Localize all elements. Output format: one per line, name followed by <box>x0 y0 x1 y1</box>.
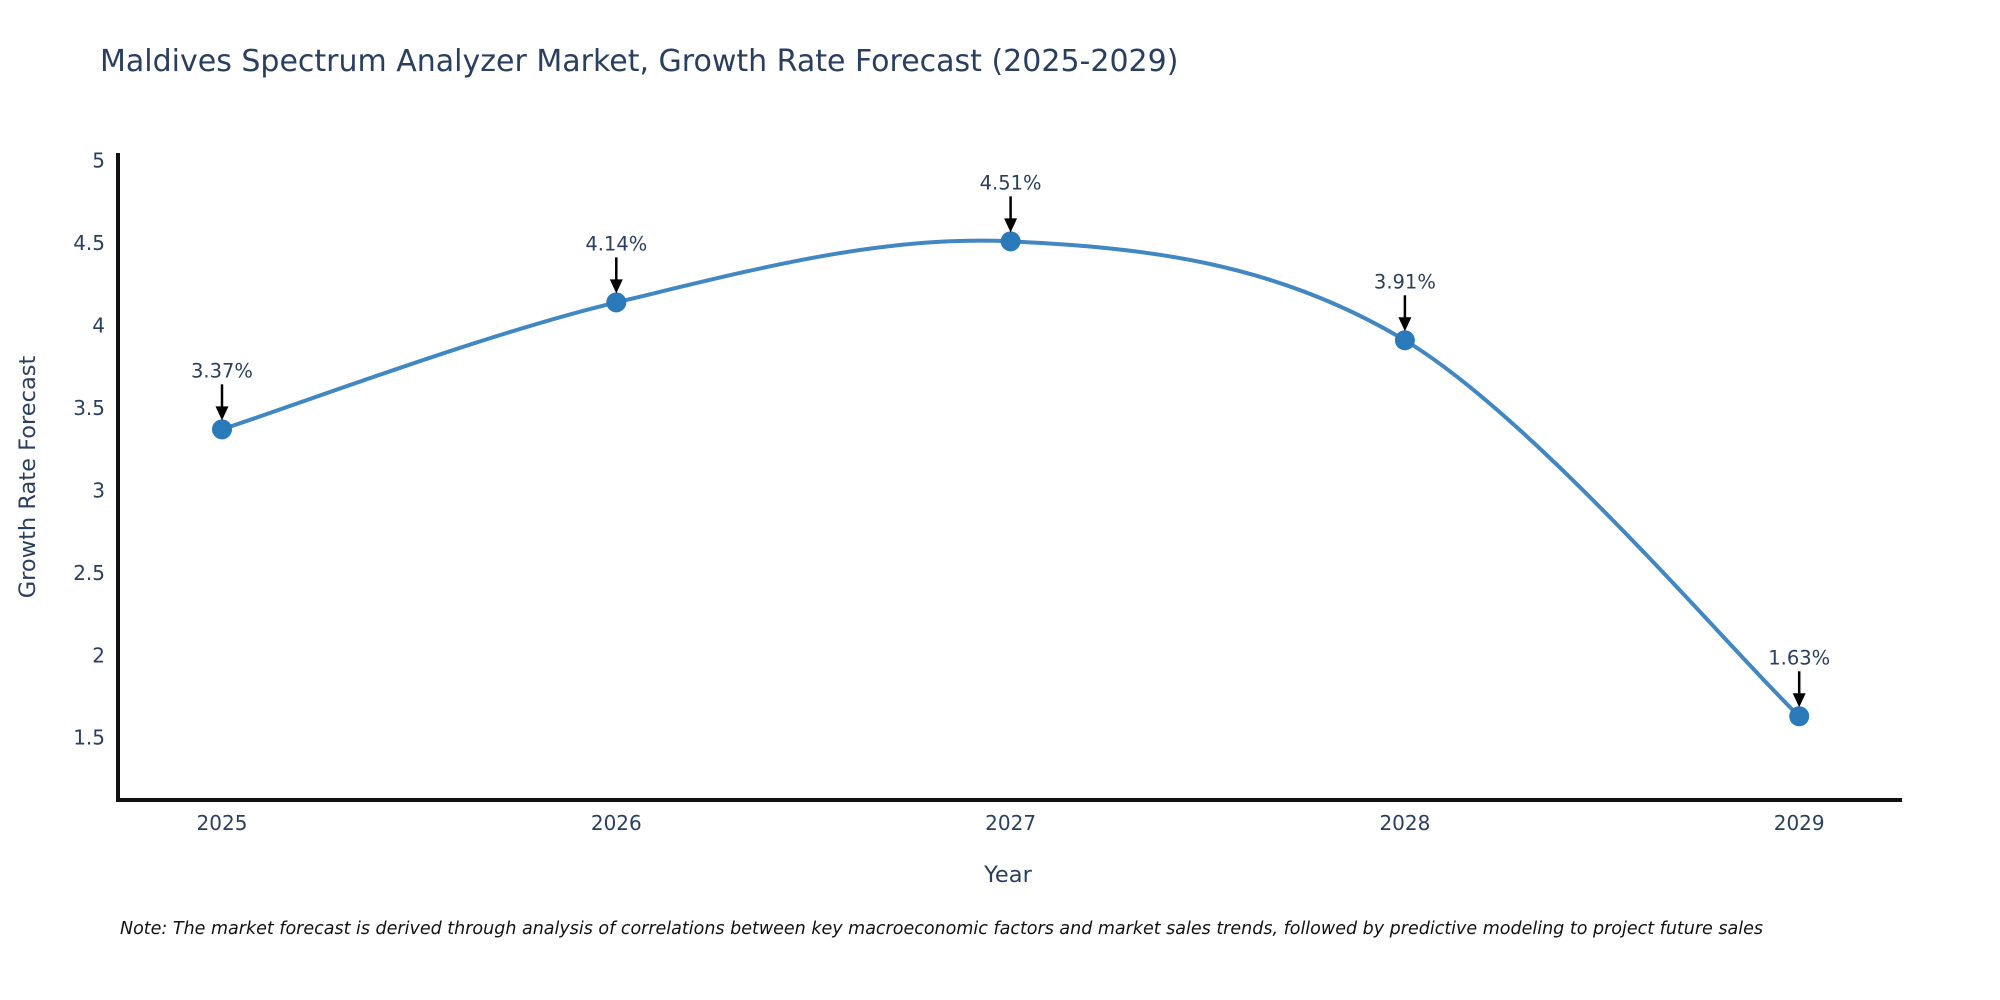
annotation-arrowhead <box>1792 693 1806 708</box>
y-tick-label: 3.5 <box>73 396 105 420</box>
x-tick-label: 2026 <box>591 811 642 835</box>
annotation-arrowhead <box>1004 218 1018 233</box>
forecast-line <box>220 238 1802 719</box>
data-point-marker <box>606 292 627 313</box>
chart-title: Maldives Spectrum Analyzer Market, Growt… <box>100 44 1179 79</box>
x-tick-label: 2028 <box>1379 811 1430 835</box>
x-tick-label: 2027 <box>985 811 1036 835</box>
annotation-arrowhead <box>215 406 229 421</box>
data-point-label: 4.51% <box>980 171 1042 194</box>
data-point-marker <box>1394 330 1415 351</box>
data-point-marker <box>212 419 232 440</box>
data-point-label: 4.14% <box>585 232 647 255</box>
y-tick-label: 2 <box>92 643 105 667</box>
y-tick-label: 3 <box>92 478 105 502</box>
data-point-label: 3.37% <box>191 359 253 382</box>
data-point-marker <box>1789 706 1810 727</box>
y-tick-label: 5 <box>92 149 105 173</box>
chart-footnote: Note: The market forecast is derived thr… <box>120 919 1763 939</box>
y-tick-label: 1.5 <box>73 726 105 750</box>
y-tick-label: 2.5 <box>73 561 105 585</box>
data-point-label: 1.63% <box>1768 646 1830 669</box>
x-axis-title: Year <box>984 862 1032 888</box>
annotation-arrowhead <box>609 279 623 294</box>
y-tick-label: 4.5 <box>73 231 105 255</box>
annotation-arrowhead <box>1398 317 1412 332</box>
x-tick-label: 2025 <box>197 811 248 835</box>
x-tick-label: 2029 <box>1774 811 1825 835</box>
data-point-marker <box>1000 231 1021 252</box>
data-point-label: 3.91% <box>1374 270 1436 293</box>
y-tick-label: 4 <box>92 313 105 337</box>
